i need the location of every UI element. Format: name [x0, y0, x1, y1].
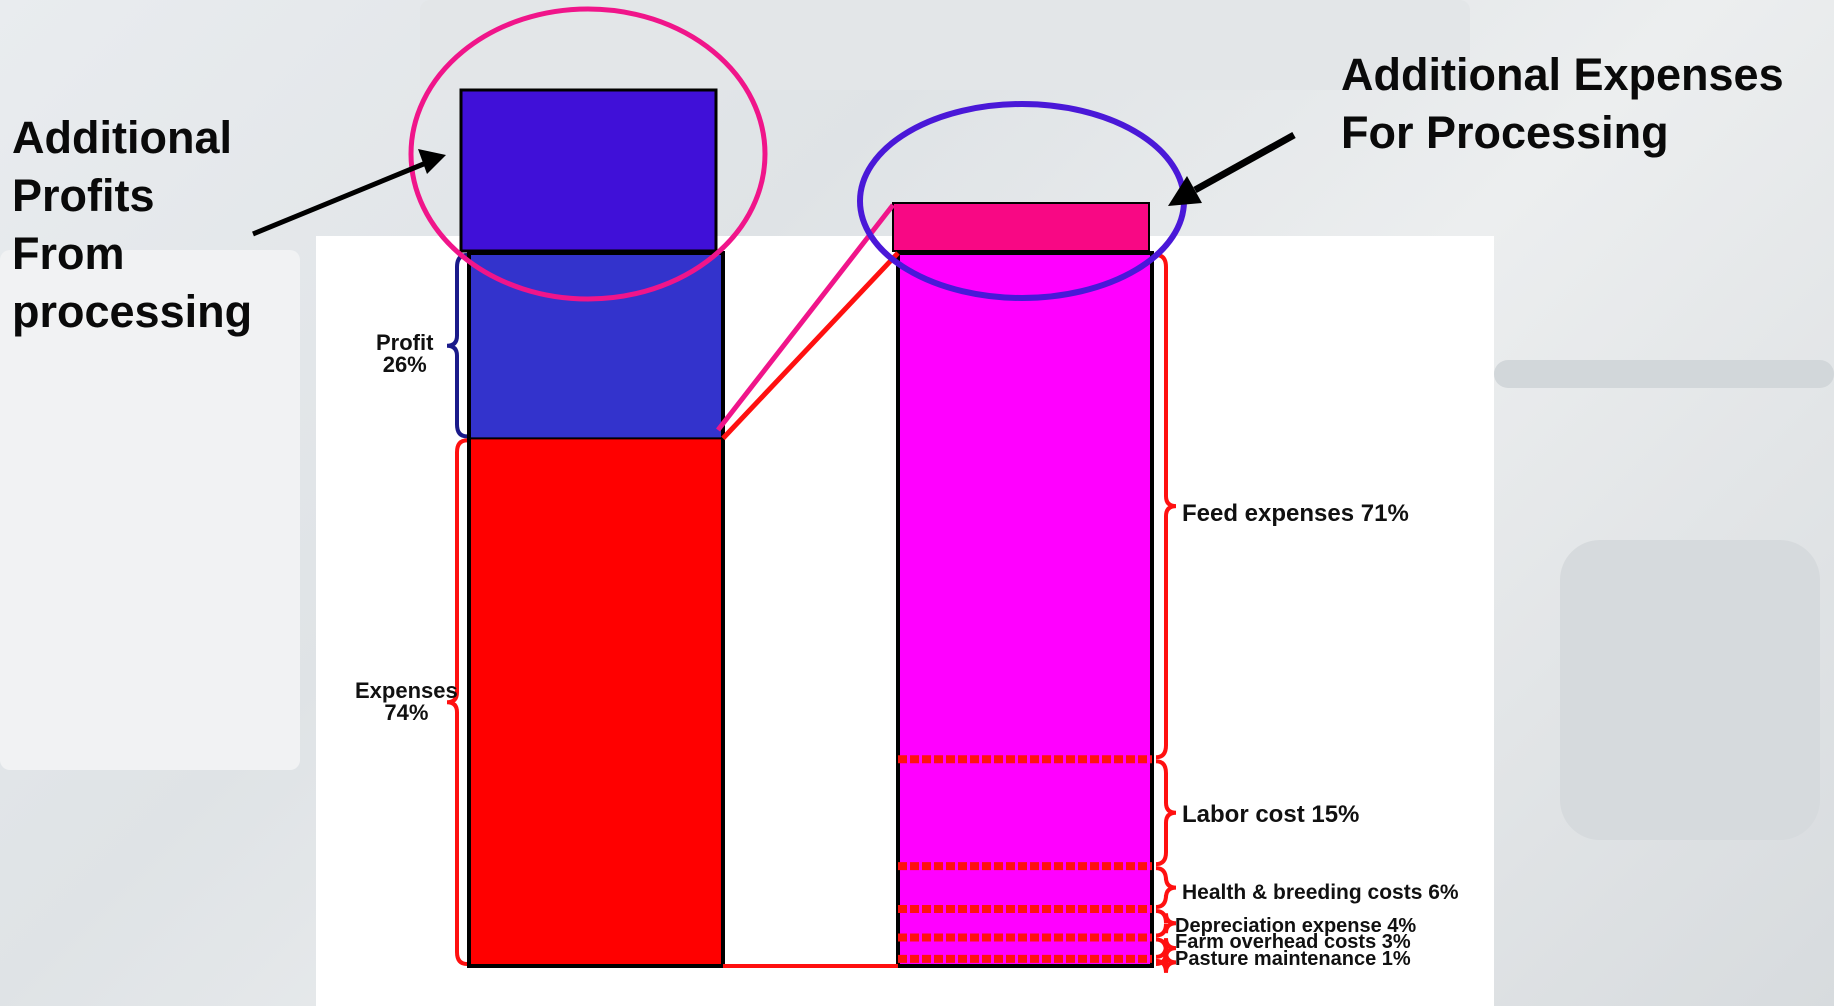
callout-expenses-line-2: For Processing: [1341, 107, 1669, 158]
background-machine-top: [420, 0, 1470, 90]
background-tank-left: [0, 250, 300, 770]
profits-arrow-head: [418, 149, 446, 174]
connector-pink: [716, 203, 895, 432]
callout-profits-line-3: From: [12, 228, 125, 279]
expenses-label-text: Expenses: [355, 678, 458, 703]
segment-label-overhead: Farm overhead costs 3%: [1175, 931, 1411, 953]
connector-top: [721, 251, 900, 441]
segment-brace: [1155, 253, 1177, 760]
additional-expenses-callout: Additional Expenses For Processing: [1341, 46, 1784, 162]
segment-label-feed: Feed expenses 71%: [1182, 500, 1409, 527]
profits-arrow-line: [252, 160, 427, 237]
profit-label-text: Profit: [376, 330, 434, 355]
additional-expense-block: [892, 202, 1150, 252]
background-pump-right: [1560, 540, 1820, 840]
segment-brace: [1155, 759, 1177, 867]
segment-brace: [1155, 908, 1177, 938]
profit-label-pct: 26%: [382, 352, 427, 377]
callout-expenses-line-1: Additional Expenses: [1341, 49, 1784, 100]
additional-profit-block: [459, 88, 718, 253]
profit-brace: [446, 253, 468, 439]
segment-label-depreciation: Depreciation expense 4%: [1175, 915, 1417, 937]
expenses-brace: [446, 438, 468, 966]
cost-breakdown-bar: [898, 253, 1152, 966]
profit-highlight-circle: [408, 6, 768, 302]
segment-brace: [1155, 951, 1177, 973]
additional-profits-callout: Additional Profits From processing: [12, 109, 252, 341]
segment-brace: [1155, 866, 1177, 909]
left-bar-outline: [467, 251, 725, 968]
segment-label-labor: Labor cost 15%: [1182, 801, 1360, 828]
callout-profits-line-2: Profits: [12, 170, 155, 221]
segment-label-pasture: Pasture maintenance 1%: [1175, 948, 1411, 970]
segment-label-health: Health & breeding costs 6%: [1182, 881, 1459, 904]
background-pipe-right: [1494, 360, 1834, 388]
expenses-arrow-line: [1193, 131, 1296, 194]
callout-profits-line-4: processing: [12, 286, 253, 337]
expenses-arrow-head: [1168, 176, 1202, 206]
profit-label: Profit 26%: [376, 332, 433, 376]
expenses-segment: [469, 438, 723, 966]
segment-brace: [1155, 937, 1177, 959]
callout-profits-line-1: Additional: [12, 112, 232, 163]
right-bar-outline: [896, 251, 1154, 968]
expenses-label: Expenses 74%: [355, 680, 458, 724]
expenses-label-pct: 74%: [384, 700, 429, 725]
